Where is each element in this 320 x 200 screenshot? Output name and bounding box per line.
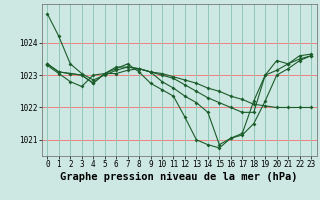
X-axis label: Graphe pression niveau de la mer (hPa): Graphe pression niveau de la mer (hPa) (60, 172, 298, 182)
